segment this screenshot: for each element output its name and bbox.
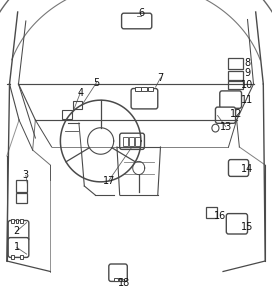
Bar xyxy=(135,87,141,91)
Text: 14: 14 xyxy=(241,164,254,175)
Bar xyxy=(16,219,18,223)
Text: 17: 17 xyxy=(103,176,115,186)
FancyBboxPatch shape xyxy=(120,133,144,149)
Bar xyxy=(123,137,128,146)
FancyBboxPatch shape xyxy=(220,91,242,108)
FancyBboxPatch shape xyxy=(226,214,248,234)
Bar xyxy=(114,278,118,281)
Bar xyxy=(228,58,243,69)
FancyBboxPatch shape xyxy=(131,88,158,109)
FancyBboxPatch shape xyxy=(109,264,127,281)
Text: 13: 13 xyxy=(220,122,232,132)
Bar xyxy=(228,70,243,80)
FancyBboxPatch shape xyxy=(215,107,236,123)
Bar xyxy=(11,219,14,223)
Text: 16: 16 xyxy=(214,211,227,221)
Text: 11: 11 xyxy=(241,94,254,105)
Bar xyxy=(141,87,147,91)
Bar xyxy=(20,219,23,223)
Text: 15: 15 xyxy=(241,222,254,233)
Bar xyxy=(135,137,140,146)
Bar xyxy=(16,180,27,192)
FancyBboxPatch shape xyxy=(8,220,29,241)
Text: 18: 18 xyxy=(118,278,130,288)
Bar xyxy=(11,255,14,259)
Bar xyxy=(228,81,243,89)
Bar xyxy=(73,101,82,109)
Text: 10: 10 xyxy=(241,80,254,91)
Bar xyxy=(62,110,72,118)
Bar xyxy=(129,137,134,146)
FancyBboxPatch shape xyxy=(122,13,152,29)
Text: 5: 5 xyxy=(94,77,100,88)
Bar xyxy=(119,278,122,281)
FancyBboxPatch shape xyxy=(228,160,249,176)
Bar xyxy=(16,193,27,202)
Text: 3: 3 xyxy=(23,170,29,181)
Text: 8: 8 xyxy=(245,58,251,68)
FancyBboxPatch shape xyxy=(8,238,29,257)
Text: 2: 2 xyxy=(14,226,20,236)
Text: 9: 9 xyxy=(245,68,251,79)
Bar xyxy=(148,87,153,91)
Text: 12: 12 xyxy=(230,109,243,119)
Bar xyxy=(206,207,217,218)
Text: 6: 6 xyxy=(138,8,144,18)
Text: 4: 4 xyxy=(77,88,83,98)
Text: 1: 1 xyxy=(14,242,20,253)
Bar xyxy=(20,255,23,259)
Text: 7: 7 xyxy=(157,73,163,83)
